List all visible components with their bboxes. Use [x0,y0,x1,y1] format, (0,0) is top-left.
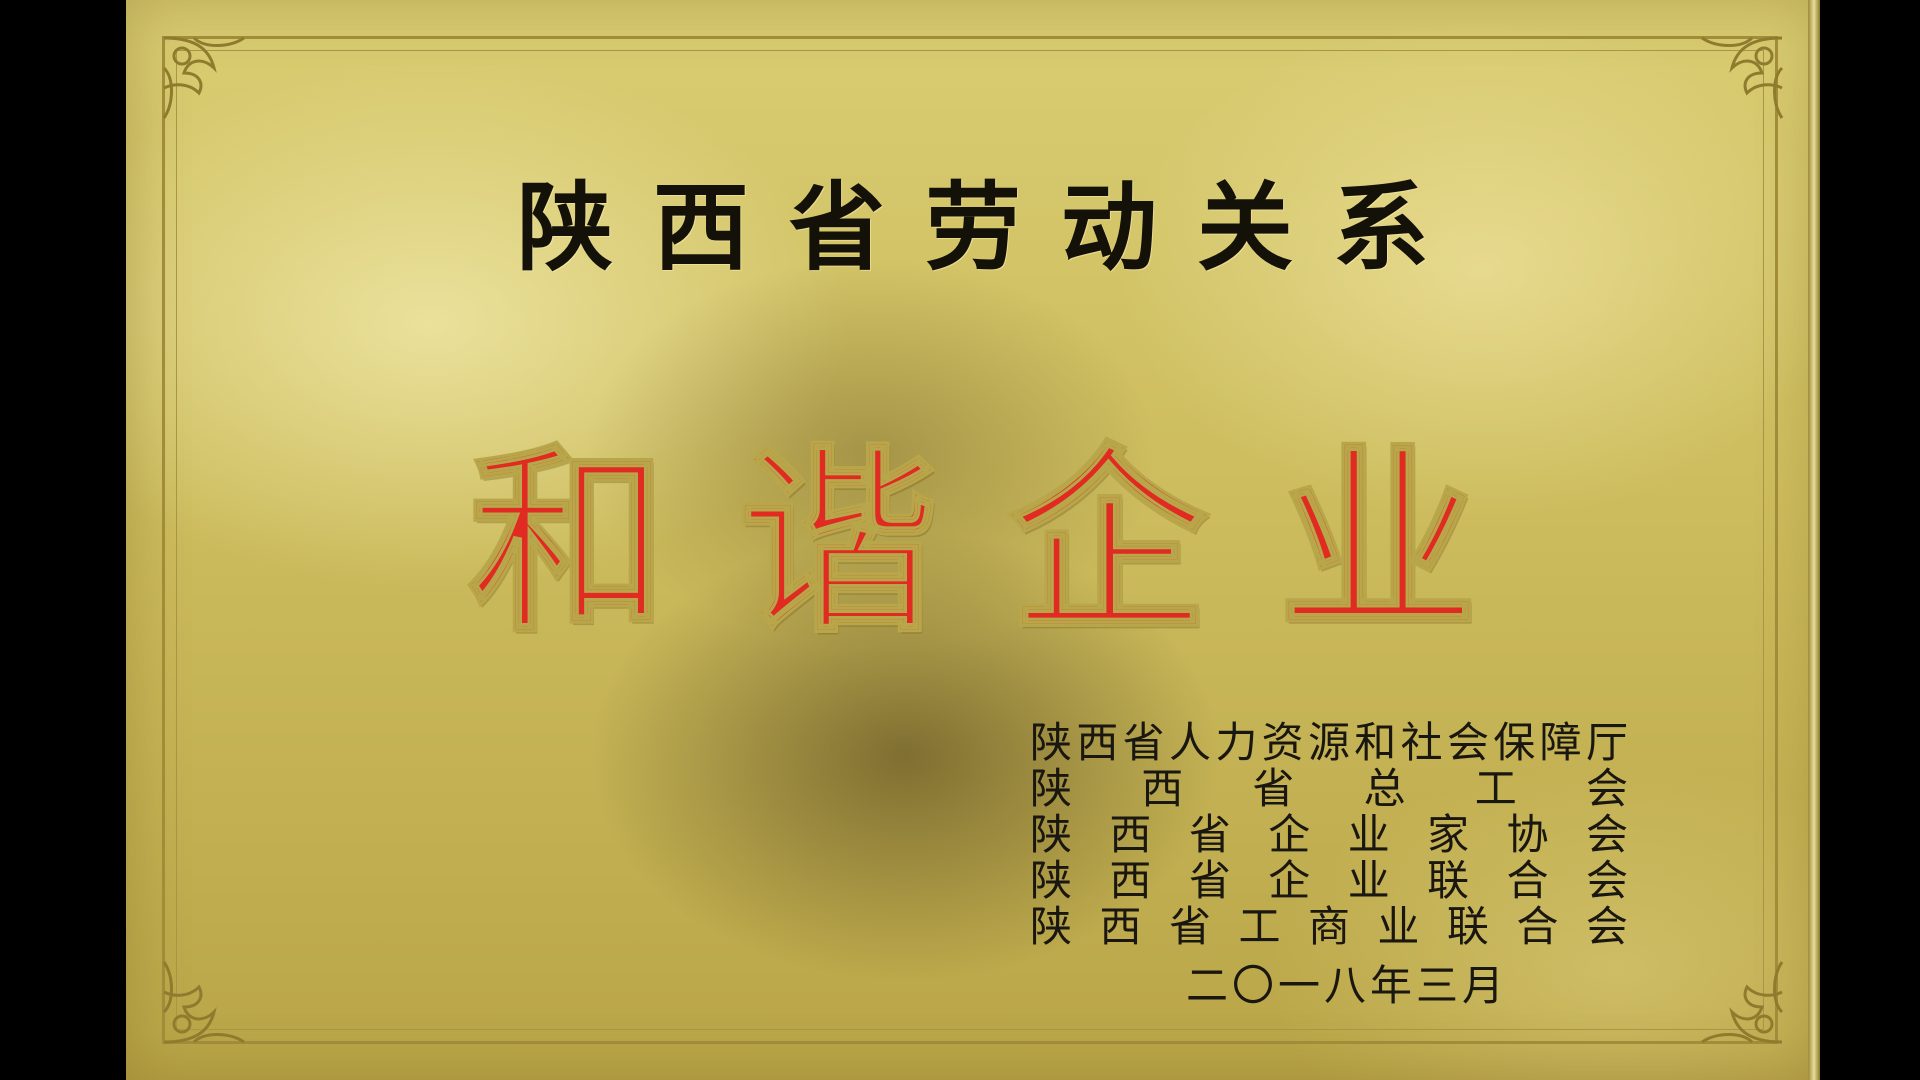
issuer-char: 会 [1585,856,1628,905]
issuer-char: 陕 [1030,902,1073,951]
issuer-line: 陕西省企业家协会 [1030,812,1628,858]
issuer-char: 省 [1188,856,1231,905]
issuer-char: 西 [1109,856,1152,905]
issuer-list: 陕西省人力资源和社会保障厅 陕西省总工会 陕西省企业家协会 陕西省企业联合会 陕… [1030,720,1760,950]
issuer-char: 源 [1307,718,1350,767]
issuer-char: 厅 [1585,718,1628,767]
issuer-char: 工 [1238,902,1281,951]
issuer-char: 陕 [1030,810,1073,859]
issuer-char: 合 [1516,902,1559,951]
issuer-char: 西 [1109,810,1152,859]
issue-date: 二〇一八年三月 [1186,961,1509,1010]
issuer-line: 陕西省人力资源和社会保障厅 [1030,720,1628,766]
issuer-char: 联 [1446,902,1489,951]
issuer-char: 保 [1493,718,1536,767]
issuer-char: 联 [1427,856,1470,905]
corner-ornament-icon [154,28,274,148]
issuer-char: 会 [1585,902,1628,951]
issuer-char: 会 [1585,810,1628,859]
issuer-char: 业 [1347,810,1390,859]
corner-ornament-icon [154,932,274,1052]
issuer-char: 省 [1122,718,1165,767]
issuer-char: 合 [1506,856,1549,905]
issuer-char: 总 [1363,764,1406,813]
issuer-char: 省 [1252,764,1295,813]
issuer-line: 陕西省工商业联合会 [1030,904,1628,950]
corner-ornament-icon [1672,28,1792,148]
issuer-char: 社 [1400,718,1443,767]
issuer-char: 西 [1141,764,1184,813]
gold-plaque: 陕西省劳动关系 和谐企业 陕西省人力资源和社会保障厅 陕西省总工会 陕西省企业家… [126,0,1820,1080]
inner-border [176,50,1764,1030]
issuer-char: 家 [1427,810,1470,859]
plaque-edge [1808,0,1820,1080]
issuer-char: 人 [1168,718,1211,767]
issuer-char: 西 [1076,718,1119,767]
plaque-title: 和谐企业 [466,426,1548,662]
issuer-char: 会 [1446,718,1489,767]
issuer-char: 会 [1585,764,1628,813]
issuer-char: 陕 [1030,718,1073,767]
issuer-char: 企 [1268,810,1311,859]
issuer-char: 陕 [1030,856,1073,905]
issuer-char: 省 [1188,810,1231,859]
issuer-char: 陕 [1030,764,1073,813]
issuer-line: 陕西省总工会 [1030,766,1628,812]
issuer-char: 商 [1307,902,1350,951]
issuer-char: 和 [1354,718,1397,767]
issuer-line: 陕西省企业联合会 [1030,858,1628,904]
issuer-char: 业 [1347,856,1390,905]
corner-ornament-icon [1672,932,1792,1052]
issuer-char: 障 [1539,718,1582,767]
issuer-char: 业 [1377,902,1420,951]
issuer-char: 力 [1215,718,1258,767]
plaque-subtitle: 陕西省劳动关系 [517,171,1469,284]
issuer-char: 省 [1168,902,1211,951]
issuer-char: 工 [1474,764,1517,813]
issuer-char: 西 [1099,902,1142,951]
outer-border [162,36,1778,1044]
issuer-char: 资 [1261,718,1304,767]
issuer-char: 协 [1506,810,1549,859]
issuer-char: 企 [1268,856,1311,905]
